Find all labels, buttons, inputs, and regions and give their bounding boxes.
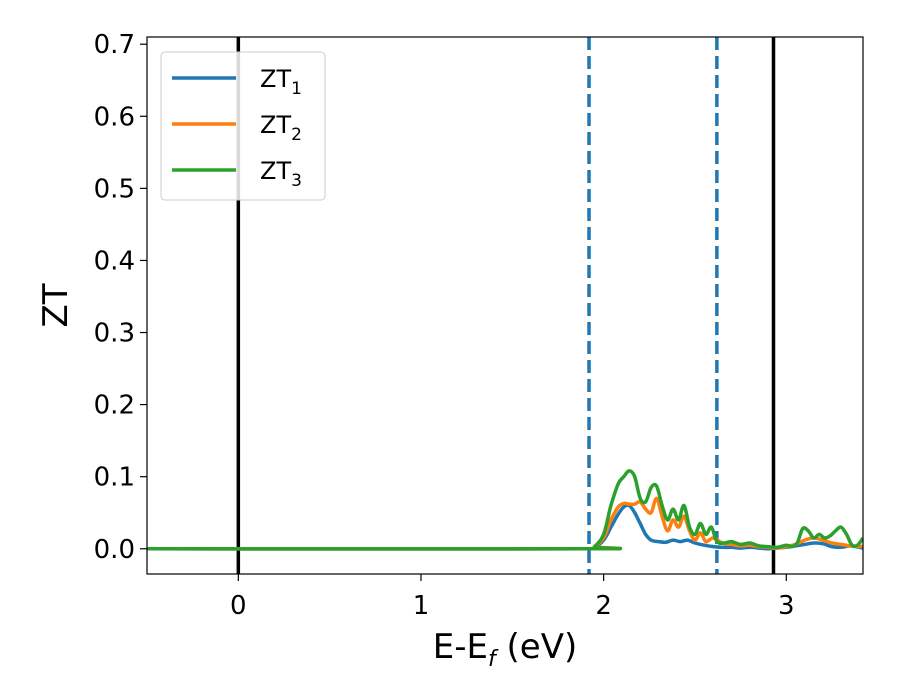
x-axis-ticks: 0 1 2 3 xyxy=(230,574,795,621)
y-tick-label: 0.7 xyxy=(94,30,135,60)
x-axis-label-main: E-E xyxy=(433,627,488,667)
legend-label-zt2: ZT2 xyxy=(260,111,302,145)
y-tick-label: 0.6 xyxy=(94,102,135,132)
legend-label-zt3: ZT3 xyxy=(260,157,302,191)
legend: ZT1 ZT2 ZT3 xyxy=(160,51,326,201)
series-line-zt2 xyxy=(147,496,863,551)
x-tick-label: 3 xyxy=(778,591,795,621)
series-line-zt3 xyxy=(147,469,863,551)
legend-label-zt1: ZT1 xyxy=(260,65,302,99)
y-tick-label: 0.4 xyxy=(94,246,135,276)
x-axis-label-unit: (eV) xyxy=(496,627,578,667)
y-tick-label: 0.3 xyxy=(94,319,135,349)
plot-area xyxy=(147,37,863,574)
y-tick-label: 0.2 xyxy=(94,391,135,421)
x-tick-label: 1 xyxy=(413,591,430,621)
y-tick-label: 0.0 xyxy=(94,535,135,565)
series-lines xyxy=(147,469,863,551)
x-tick-label: 2 xyxy=(595,591,612,621)
x-axis-label-subscript: f xyxy=(488,647,499,672)
legend-box xyxy=(160,51,326,201)
axes-frame xyxy=(146,36,864,575)
y-axis-label: ZT xyxy=(36,283,76,327)
legend-items: ZT1 ZT2 ZT3 xyxy=(172,65,302,191)
y-tick-label: 0.5 xyxy=(94,174,135,204)
y-axis-ticks: 0.0 0.1 0.2 0.3 0.4 0.5 0.6 0.7 xyxy=(94,30,147,565)
x-axis-label: E-Ef (eV) xyxy=(433,627,578,672)
x-tick-label: 0 xyxy=(230,591,247,621)
series-line-zt1 xyxy=(147,503,863,551)
y-tick-label: 0.1 xyxy=(94,463,135,493)
